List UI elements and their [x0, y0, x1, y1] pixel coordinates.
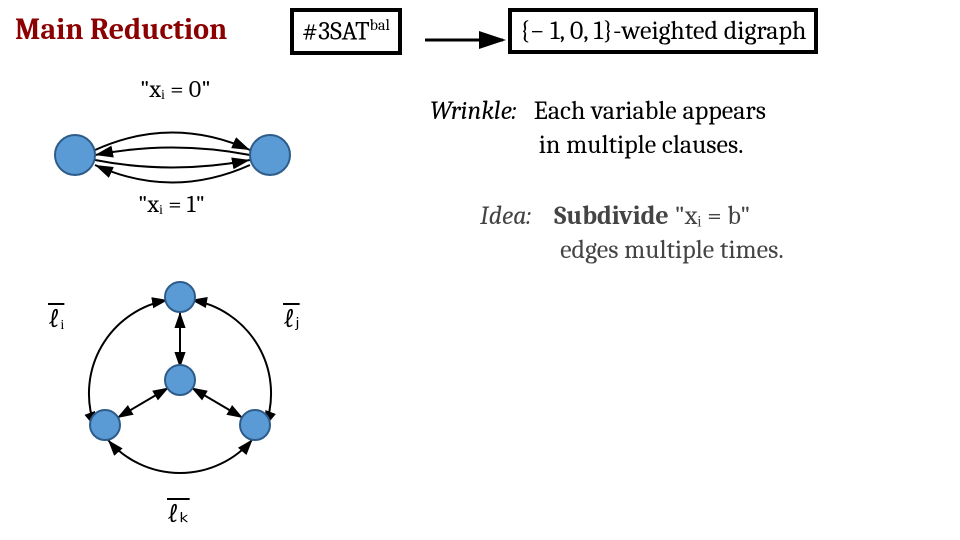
arrow-between-boxes: [425, 30, 510, 50]
wrinkle-label: Wrinkle:: [430, 96, 517, 126]
box-3sat-sup: bal: [370, 16, 390, 34]
diagram-clause-gadget: [0, 245, 360, 525]
idea-tail: "xᵢ = b": [675, 201, 751, 231]
idea-text: Idea: Subdivide "xᵢ = b" edges multiple …: [480, 200, 940, 268]
wrinkle-line1: Each variable appears: [534, 96, 766, 126]
idea-line2: edges multiple times.: [560, 235, 784, 265]
box-digraph: {− 1, 0, 1}-weighted digraph: [508, 8, 818, 54]
box-3sat: #3SATbal: [290, 8, 402, 55]
box-3sat-text: #3SAT: [302, 17, 370, 47]
diagram-two-node: [0, 60, 340, 260]
idea-label: Idea:: [480, 201, 531, 231]
idea-bold: Subdivide: [554, 201, 669, 231]
wrinkle-line2: in multiple clauses.: [539, 130, 744, 160]
wrinkle-text: Wrinkle: Each variable appears in multip…: [430, 95, 940, 163]
page-title: Main Reduction: [15, 12, 227, 47]
